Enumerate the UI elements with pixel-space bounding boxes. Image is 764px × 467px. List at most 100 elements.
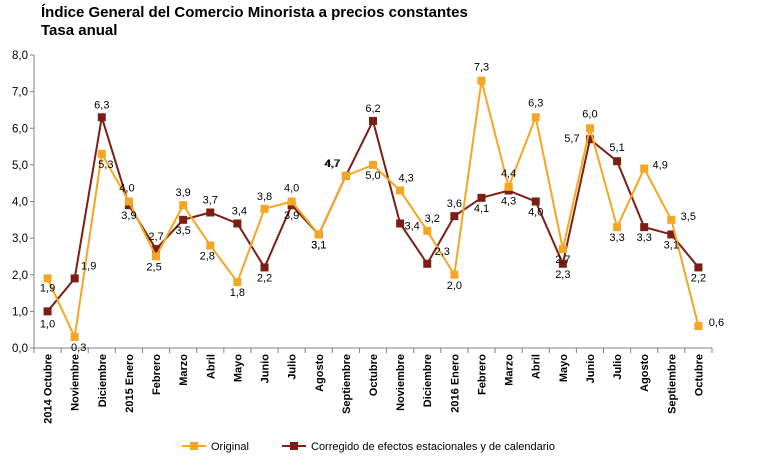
data-point-corregido: [233, 219, 242, 228]
data-label-corregido: 4,1: [474, 203, 489, 215]
data-label-original: 3,9: [176, 187, 191, 199]
data-point-corregido: [206, 208, 215, 217]
data-label-corregido: 3,1: [664, 239, 679, 251]
data-point-corregido: [43, 307, 52, 316]
data-point-original: [694, 322, 703, 331]
x-tick-label: Noviembre: [395, 354, 407, 411]
data-point-corregido: [152, 245, 161, 254]
x-tick-label: 2015 Enero: [124, 354, 136, 413]
data-label-corregido: 3,4: [404, 220, 419, 232]
data-point-original: [260, 204, 269, 213]
x-tick-label: Mayo: [558, 354, 570, 382]
data-point-corregido: [396, 219, 405, 228]
data-label-corregido: 2,3: [555, 269, 570, 281]
data-point-original: [124, 197, 133, 206]
data-point-corregido: [694, 263, 703, 272]
y-tick-label: 7,0: [12, 87, 28, 99]
data-point-corregido: [531, 197, 540, 206]
data-label-corregido: 3,7: [203, 194, 218, 206]
data-point-original: [179, 201, 188, 210]
data-label-corregido: 6,3: [94, 99, 109, 111]
data-label-original: 2,7: [555, 254, 570, 266]
data-point-original: [341, 171, 350, 180]
chart-title-line1: Índice General del Comercio Minorista a …: [41, 4, 468, 21]
data-point-original: [43, 274, 52, 283]
data-point-corregido: [179, 215, 188, 224]
x-tick-label: Agosto: [639, 354, 651, 392]
y-tick-label: 6,0: [12, 123, 28, 135]
data-label-corregido: 4,7: [324, 158, 339, 170]
y-tick-label: 1,0: [12, 306, 28, 318]
data-label-original: 3,5: [681, 211, 696, 223]
y-tick-label: 8,0: [12, 50, 28, 62]
data-point-original: [450, 270, 459, 279]
data-label-corregido: 1,0: [40, 318, 55, 330]
data-point-original: [152, 252, 161, 261]
data-point-corregido: [369, 116, 377, 125]
data-label-original: 4,0: [119, 183, 134, 195]
y-tick-label: 5,0: [12, 160, 28, 172]
data-label-corregido: 2,2: [257, 272, 272, 284]
data-point-corregido: [558, 259, 567, 268]
data-label-corregido: 2,7: [148, 231, 163, 243]
data-label-corregido: 3,6: [447, 198, 462, 210]
data-point-original: [477, 76, 486, 85]
y-tick-label: 3,0: [12, 233, 28, 245]
data-label-corregido: 2,3: [435, 246, 450, 258]
x-tick-label: 2014 Octubre: [43, 354, 55, 424]
data-label-original: 0,3: [71, 342, 86, 354]
data-point-original: [504, 182, 513, 191]
x-tick-label: Mayo: [232, 354, 244, 382]
data-point-original: [70, 333, 79, 342]
data-label-corregido: 3,9: [121, 210, 136, 222]
data-label-corregido: 3,9: [284, 210, 299, 222]
data-point-corregido: [585, 135, 594, 144]
x-tick-label: Junio: [585, 354, 597, 384]
data-point-original: [667, 215, 676, 224]
data-label-original: 4,4: [501, 168, 516, 180]
data-point-corregido: [97, 113, 106, 122]
data-label-corregido: 4,3: [501, 196, 516, 208]
data-point-corregido: [423, 259, 432, 268]
data-point-corregido: [477, 193, 486, 202]
x-tick-label: Diciembre: [422, 354, 434, 407]
data-point-original: [287, 197, 296, 206]
data-label-corregido: 5,1: [609, 142, 624, 154]
data-point-corregido: [260, 263, 269, 272]
data-point-original: [585, 124, 594, 133]
data-point-corregido: [667, 230, 676, 239]
x-tick-label: Octubre: [368, 354, 380, 396]
data-point-corregido: [70, 274, 79, 283]
data-label-corregido: 3,5: [176, 225, 191, 237]
data-point-original: [613, 223, 622, 232]
x-tick-label: Diciembre: [97, 354, 109, 407]
data-point-original: [206, 241, 215, 250]
x-tick-label: Abril: [531, 354, 543, 379]
x-tick-label: Junio: [260, 354, 272, 384]
data-label-original: 4,3: [398, 173, 413, 185]
data-point-original: [233, 278, 242, 287]
data-label-corregido: 6,2: [365, 103, 380, 115]
data-point-corregido: [450, 212, 459, 221]
legend-label-original: Original: [211, 441, 249, 453]
data-label-original: 5,3: [98, 159, 113, 171]
x-tick-label: Marzo: [178, 354, 190, 386]
x-tick-label: Julio: [612, 354, 624, 380]
chart-title-line2: Tasa anual: [41, 22, 118, 39]
y-tick-label: 4,0: [12, 197, 28, 209]
data-label-corregido: 4,0: [528, 207, 543, 219]
data-label-original: 0,6: [709, 317, 724, 329]
x-tick-label: Agosto: [314, 354, 326, 392]
data-label-original: 2,8: [200, 250, 215, 262]
data-label-corregido: 3,4: [232, 205, 247, 217]
data-label-original: 4,9: [653, 160, 668, 172]
chart-title: Índice General del Comercio Minorista a …: [41, 4, 468, 40]
data-label-original: 1,8: [230, 287, 245, 299]
data-label-original: 3,2: [425, 213, 440, 225]
data-point-original: [369, 160, 377, 169]
data-point-corregido: [640, 223, 649, 232]
series-line-corregido: [46, 116, 700, 313]
data-label-original: 2,5: [146, 261, 161, 273]
y-tick-label: 0,0: [12, 343, 28, 355]
